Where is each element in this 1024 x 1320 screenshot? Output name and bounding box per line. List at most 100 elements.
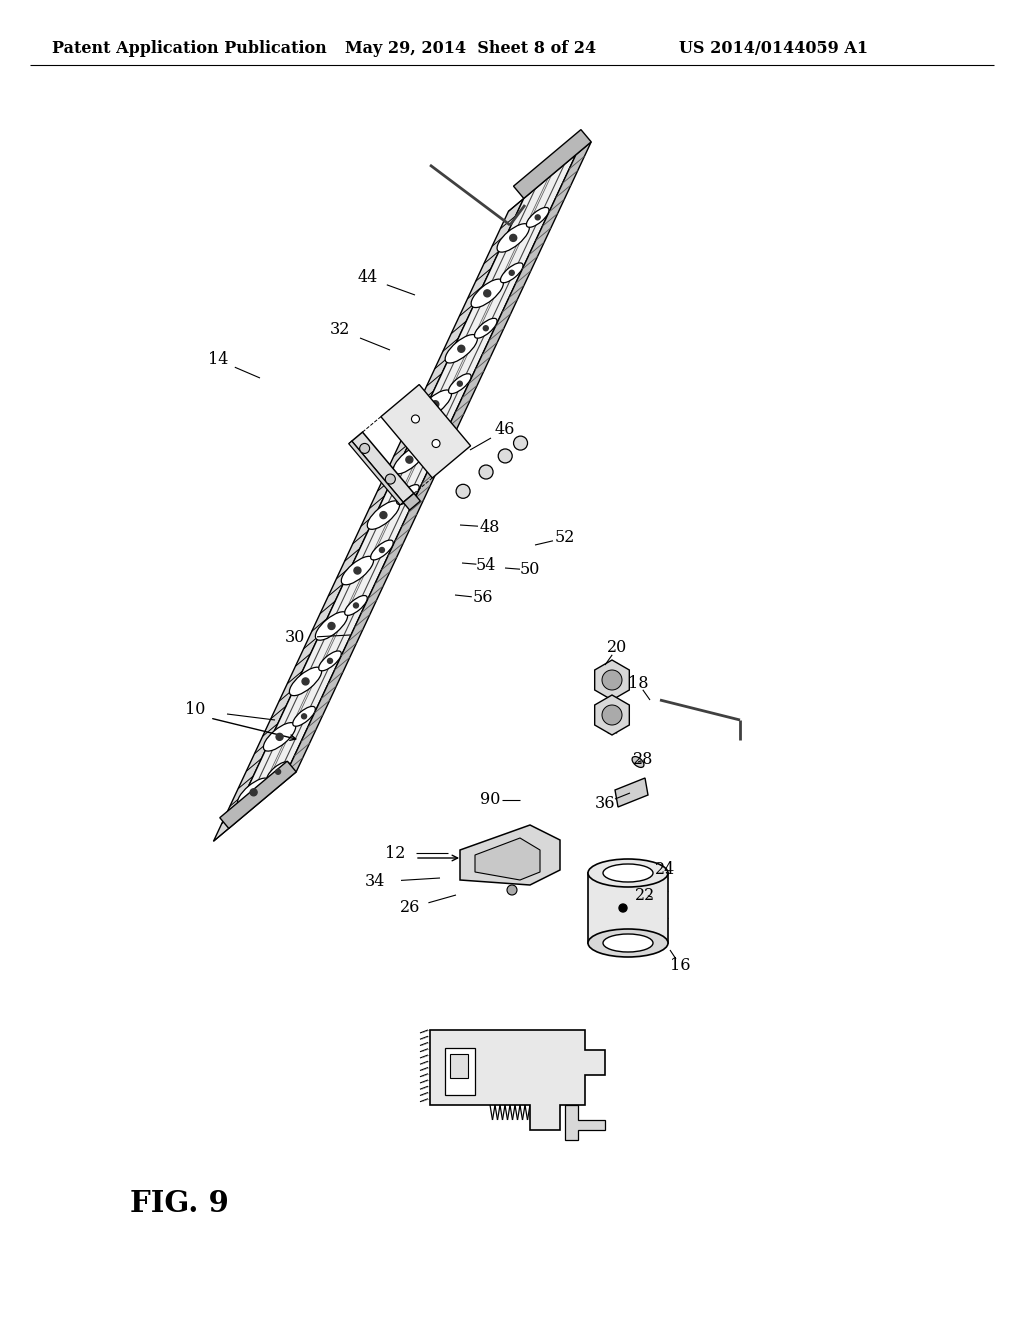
Circle shape — [602, 705, 622, 725]
Polygon shape — [450, 1053, 468, 1078]
Ellipse shape — [526, 207, 549, 227]
Circle shape — [431, 437, 436, 442]
Ellipse shape — [474, 318, 497, 338]
Polygon shape — [445, 1048, 475, 1096]
Text: May 29, 2014  Sheet 8 of 24: May 29, 2014 Sheet 8 of 24 — [345, 40, 597, 57]
Text: 10: 10 — [184, 701, 205, 718]
Ellipse shape — [263, 722, 296, 751]
Text: 52: 52 — [555, 529, 575, 546]
Circle shape — [483, 290, 490, 297]
Text: US 2014/0144059 A1: US 2014/0144059 A1 — [679, 40, 867, 57]
Ellipse shape — [293, 706, 315, 726]
Text: 34: 34 — [365, 874, 385, 891]
Text: 54: 54 — [476, 557, 497, 573]
Polygon shape — [513, 129, 591, 198]
Circle shape — [479, 465, 494, 479]
Text: 16: 16 — [670, 957, 690, 974]
Circle shape — [250, 789, 257, 796]
Text: 32: 32 — [330, 322, 350, 338]
Text: 18: 18 — [628, 675, 648, 692]
Circle shape — [483, 326, 488, 331]
Text: 56: 56 — [473, 590, 494, 606]
Text: 26: 26 — [399, 899, 420, 916]
Circle shape — [458, 346, 465, 352]
Polygon shape — [349, 441, 403, 506]
Polygon shape — [475, 838, 540, 880]
Circle shape — [456, 484, 470, 499]
Ellipse shape — [368, 500, 399, 529]
Ellipse shape — [423, 429, 445, 449]
Polygon shape — [460, 825, 560, 884]
Ellipse shape — [371, 540, 393, 560]
Polygon shape — [213, 198, 524, 841]
Text: 20: 20 — [607, 639, 627, 656]
Text: 46: 46 — [495, 421, 515, 438]
Circle shape — [275, 770, 281, 775]
Polygon shape — [381, 384, 471, 478]
Circle shape — [514, 436, 527, 450]
Circle shape — [499, 449, 512, 463]
Text: 14: 14 — [208, 351, 228, 368]
Circle shape — [359, 444, 370, 454]
Circle shape — [432, 440, 440, 447]
Circle shape — [509, 271, 514, 276]
Text: 22: 22 — [635, 887, 655, 903]
Ellipse shape — [396, 484, 419, 504]
Circle shape — [406, 457, 413, 463]
Ellipse shape — [290, 667, 322, 696]
Circle shape — [510, 235, 517, 242]
Text: FIG. 9: FIG. 9 — [130, 1189, 228, 1218]
Ellipse shape — [588, 929, 668, 957]
Text: 44: 44 — [357, 269, 378, 286]
Ellipse shape — [419, 389, 452, 418]
Circle shape — [276, 734, 283, 741]
Circle shape — [458, 381, 462, 387]
Ellipse shape — [603, 935, 653, 952]
Ellipse shape — [501, 263, 523, 282]
Circle shape — [602, 671, 622, 690]
Polygon shape — [588, 873, 668, 942]
Polygon shape — [615, 777, 648, 807]
Polygon shape — [281, 141, 591, 784]
Ellipse shape — [393, 445, 426, 474]
Ellipse shape — [603, 865, 653, 882]
Polygon shape — [228, 154, 575, 829]
Circle shape — [536, 215, 541, 220]
Text: 12: 12 — [385, 845, 406, 862]
Circle shape — [301, 714, 306, 719]
Ellipse shape — [315, 611, 348, 640]
Circle shape — [354, 568, 360, 574]
Ellipse shape — [345, 595, 368, 615]
Text: 48: 48 — [480, 519, 500, 536]
Ellipse shape — [318, 651, 341, 671]
Text: 36: 36 — [595, 795, 615, 812]
Ellipse shape — [588, 859, 668, 887]
Ellipse shape — [497, 223, 529, 252]
Circle shape — [328, 659, 333, 664]
Circle shape — [328, 623, 335, 630]
Circle shape — [432, 401, 439, 408]
Text: 90: 90 — [480, 792, 500, 808]
Circle shape — [412, 414, 420, 422]
Ellipse shape — [449, 374, 471, 393]
Polygon shape — [403, 494, 421, 510]
Circle shape — [353, 603, 358, 609]
Polygon shape — [352, 432, 414, 503]
Polygon shape — [220, 762, 296, 829]
Ellipse shape — [471, 279, 504, 308]
Text: 24: 24 — [655, 862, 675, 879]
Ellipse shape — [445, 334, 477, 363]
Text: 30: 30 — [285, 630, 305, 647]
Circle shape — [406, 492, 411, 498]
Circle shape — [380, 548, 384, 553]
Text: 28: 28 — [633, 751, 653, 768]
Polygon shape — [430, 1030, 605, 1130]
Circle shape — [507, 884, 517, 895]
Text: Patent Application Publication: Patent Application Publication — [52, 40, 327, 57]
Circle shape — [302, 678, 309, 685]
Polygon shape — [595, 696, 630, 735]
Text: 50: 50 — [520, 561, 541, 578]
Circle shape — [618, 904, 627, 912]
Polygon shape — [595, 660, 630, 700]
Ellipse shape — [238, 777, 269, 807]
